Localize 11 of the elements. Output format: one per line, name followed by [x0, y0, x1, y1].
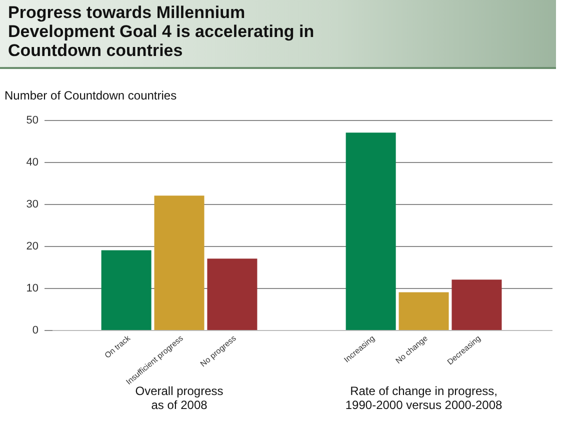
y-tick-label: 0: [32, 324, 38, 336]
text: Overall progress as of 2008: [135, 384, 224, 412]
y-tick-label: 10: [26, 282, 38, 294]
y-axis-title: Number of Countdown countries: [4, 88, 177, 102]
y-tick-label: 30: [26, 198, 38, 210]
y-tick-label: 40: [26, 156, 38, 168]
y-tick-label: 20: [26, 240, 38, 252]
x-tick-label: On track: [103, 333, 133, 360]
chart-title: Progress towards Millennium Development Goal 4 is accelerating in Countdown countries: [0, 0, 556, 69]
text: Rate of change in progress, 1990-2000 versus 2000-2008: [345, 384, 502, 412]
y-tick-label: 50: [26, 114, 38, 126]
